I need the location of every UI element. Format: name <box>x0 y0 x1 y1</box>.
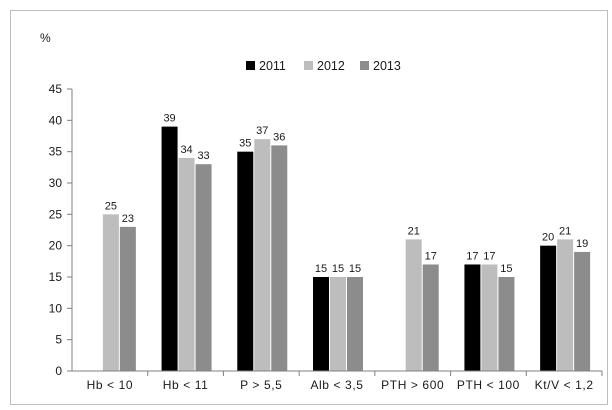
bars: 25 23 39 34 33 35 37 36 15 15 15 21 17 17 17 15 20 21 19 <box>102 113 591 371</box>
data-label: 34 <box>180 144 192 156</box>
bar-2012 <box>102 214 119 371</box>
data-label: 39 <box>163 113 175 125</box>
x-axis: Hb < 10 Hb < 11 P > 5,5 Alb < 3,5 PTH > 600 P… <box>72 370 603 392</box>
data-label: 33 <box>197 150 209 162</box>
y-tick-label: 25 <box>49 207 63 221</box>
x-category-label: Hb < 10 <box>87 378 134 392</box>
data-label: 21 <box>559 225 571 237</box>
bar-2012 <box>557 239 574 371</box>
x-category-label: Kt/V < 1,2 <box>535 378 594 392</box>
y-axis-unit-label: % <box>40 31 51 45</box>
y-tick-label: 10 <box>49 301 63 315</box>
bar-2013 <box>422 264 439 371</box>
data-label: 23 <box>122 213 134 225</box>
data-label: 15 <box>315 263 327 275</box>
bar-2013 <box>347 277 363 371</box>
legend-label-2013: 2013 <box>373 59 401 73</box>
y-axis: 0 5 10 15 20 25 30 35 40 45 <box>49 82 73 378</box>
bar-2012 <box>405 239 422 371</box>
bar-2011 <box>237 151 254 371</box>
y-tick-label: 15 <box>49 270 63 284</box>
data-label: 17 <box>466 250 478 262</box>
data-label: 37 <box>256 125 268 137</box>
bar-2011 <box>313 277 329 371</box>
x-category-label: PTH < 100 <box>457 378 520 392</box>
legend-swatch-2013 <box>360 61 369 70</box>
bar-2012 <box>178 157 195 371</box>
y-tick-label: 0 <box>55 364 62 378</box>
legend-label-2012: 2012 <box>317 59 345 73</box>
x-category-label: Hb < 11 <box>163 378 209 392</box>
x-category-label: Alb < 3,5 <box>310 378 363 392</box>
data-label: 36 <box>273 131 285 143</box>
legend-swatch-2011 <box>246 61 255 70</box>
data-label: 17 <box>425 250 437 262</box>
data-label: 25 <box>105 200 117 212</box>
legend-label-2011: 2011 <box>259 59 286 73</box>
data-label: 15 <box>349 263 361 275</box>
y-tick-label: 45 <box>49 82 63 96</box>
y-tick-label: 40 <box>49 113 63 127</box>
bar-2012 <box>254 139 271 371</box>
bar-2013 <box>119 226 136 371</box>
data-label: 15 <box>500 263 512 275</box>
legend: 2011 2012 2013 <box>246 59 401 73</box>
x-category-label: P > 5,5 <box>240 378 282 392</box>
bar-2012 <box>481 264 498 371</box>
bar-2013 <box>498 277 515 371</box>
bar-2012 <box>330 277 346 371</box>
data-label: 19 <box>576 238 588 250</box>
x-category-label: PTH > 600 <box>381 378 444 392</box>
bar-2011 <box>464 264 481 371</box>
y-tick-label: 20 <box>49 239 63 253</box>
data-label: 21 <box>408 225 420 237</box>
bar-2013 <box>195 164 212 371</box>
data-label: 17 <box>483 250 495 262</box>
data-label: 20 <box>542 232 554 244</box>
y-tick-label: 30 <box>49 176 63 190</box>
bar-2013 <box>574 251 591 371</box>
bar-2011 <box>161 126 178 371</box>
data-label: 15 <box>332 263 344 275</box>
bar-2013 <box>271 145 288 371</box>
bar-2011 <box>540 245 557 371</box>
data-label: 35 <box>239 138 251 150</box>
y-tick-label: 5 <box>55 333 62 347</box>
y-tick-label: 35 <box>49 145 63 159</box>
legend-swatch-2012 <box>304 61 313 70</box>
